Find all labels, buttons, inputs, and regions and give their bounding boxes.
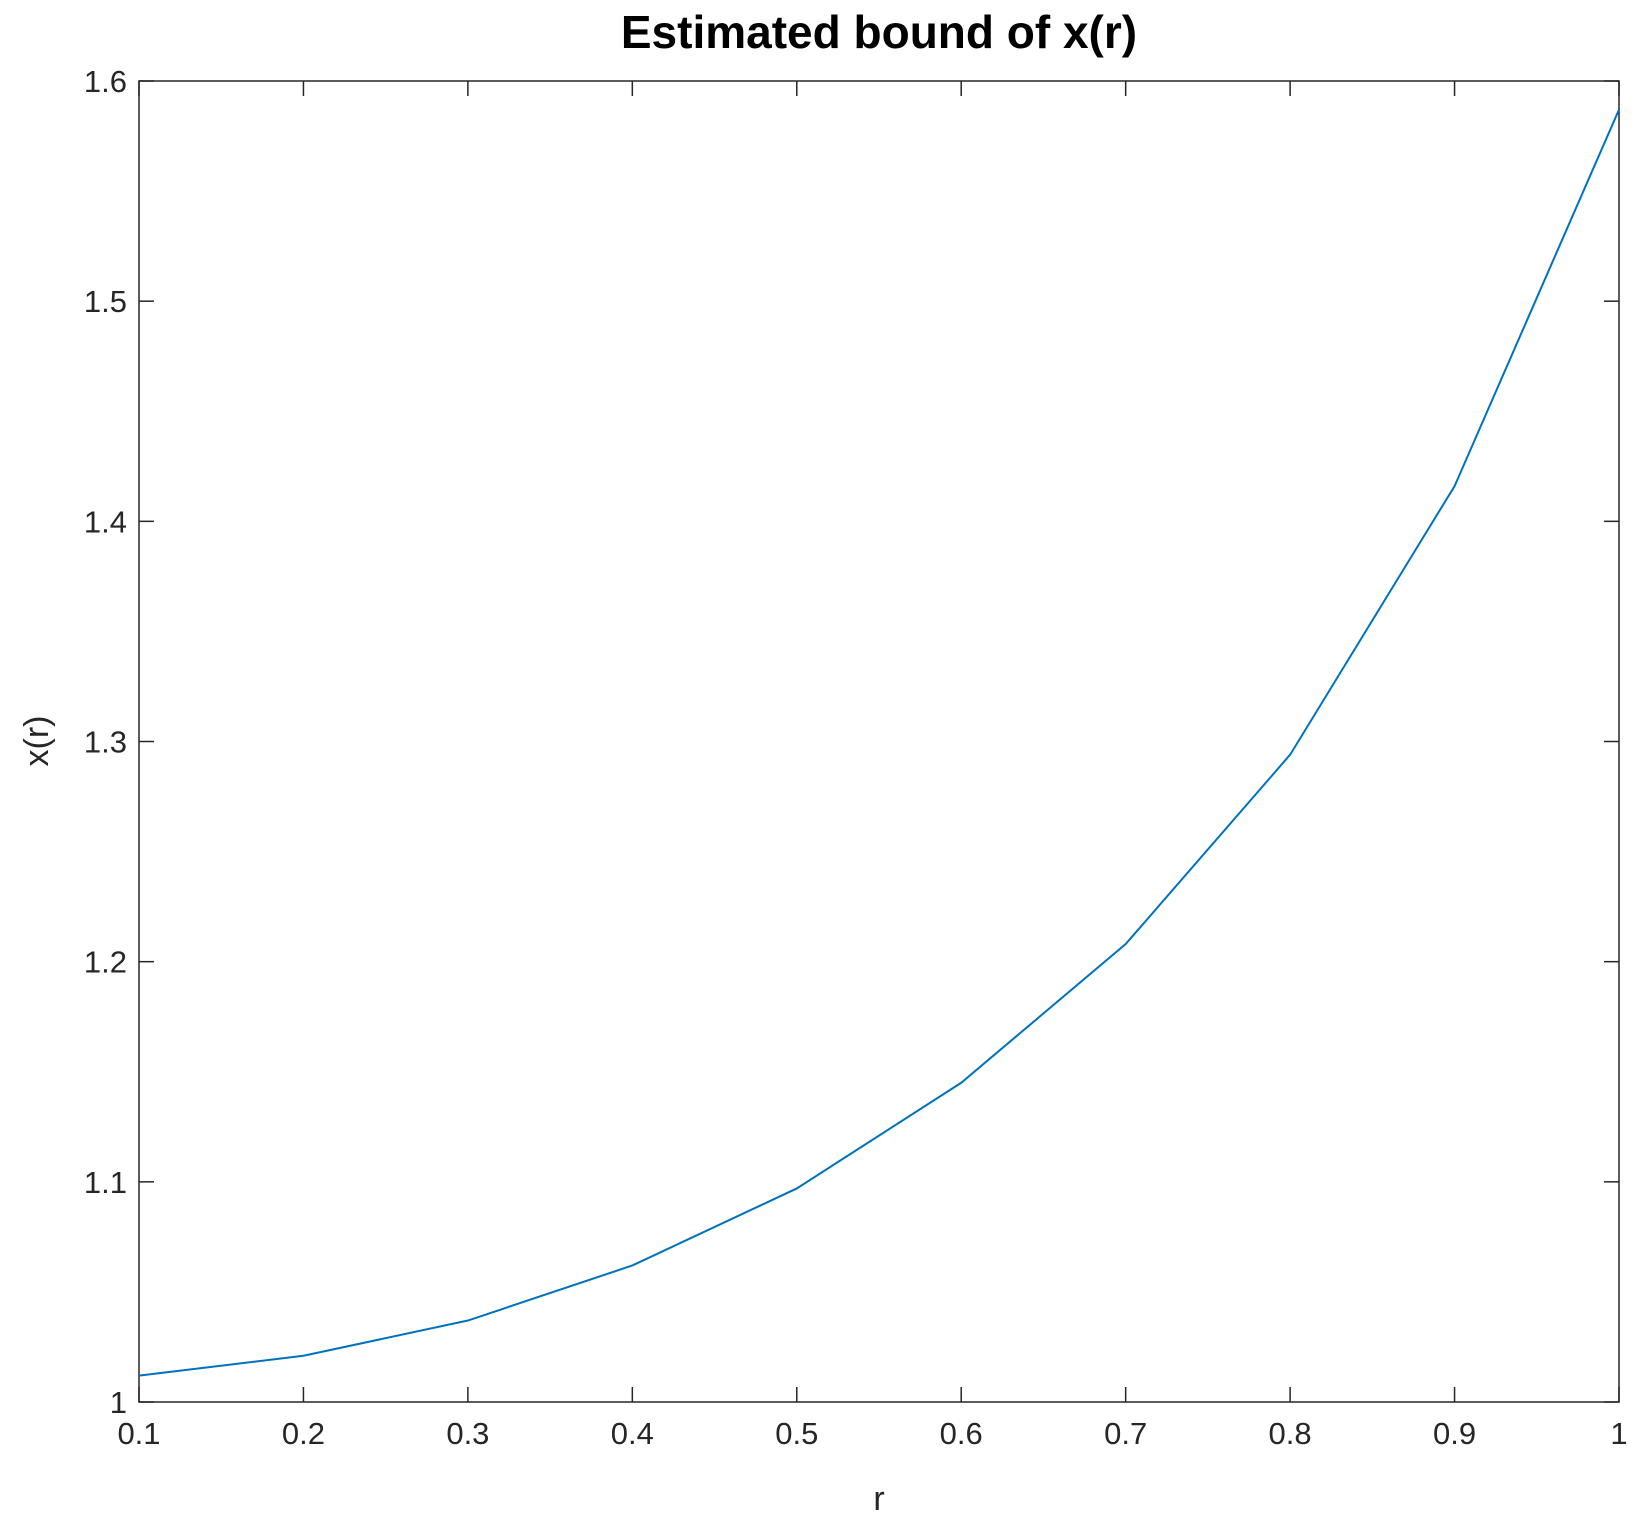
x-tick-label: 0.3 [446,1416,489,1451]
chart-title: Estimated bound of x(r) [621,6,1137,58]
x-tick-label: 0.2 [282,1416,325,1451]
x-tick-label: 1 [1610,1416,1627,1451]
y-axis-label: x(r) [18,716,56,767]
x-tick-label: 0.8 [1269,1416,1312,1451]
y-tick-label: 1.1 [84,1165,127,1200]
x-tick-label: 0.4 [611,1416,654,1451]
y-tick-label: 1.3 [84,725,127,760]
x-tick-label: 0.9 [1433,1416,1476,1451]
y-tick-label: 1 [110,1385,127,1420]
y-tick-label: 1.4 [84,504,127,539]
y-tick-label: 1.6 [84,64,127,99]
x-tick-label: 0.5 [775,1416,818,1451]
x-tick-label: 0.6 [940,1416,983,1451]
y-tick-label: 1.2 [84,945,127,980]
x-tick-label: 0.7 [1104,1416,1147,1451]
data-line [138,109,1620,1377]
y-tick-label: 1.5 [84,284,127,319]
x-tick-label: 0.1 [117,1416,160,1451]
x-axis-label: r [873,1480,884,1518]
plot-area [138,80,1620,1403]
